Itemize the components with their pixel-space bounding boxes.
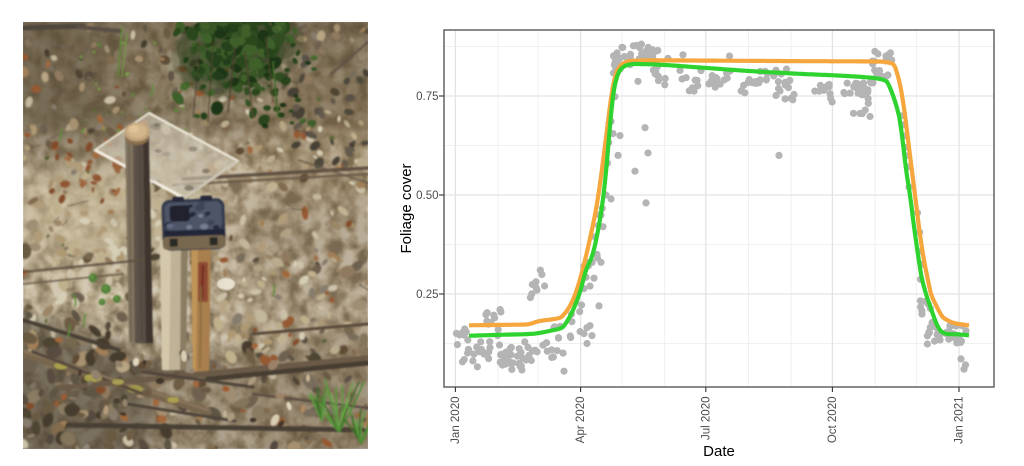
svg-text:Jan 2020: Jan 2020 [450, 397, 462, 444]
svg-text:0.50: 0.50 [416, 190, 438, 202]
svg-text:Oct 2020: Oct 2020 [827, 397, 839, 444]
svg-text:Jul 2020: Jul 2020 [700, 397, 712, 440]
svg-text:Foliage cover: Foliage cover [398, 163, 415, 253]
svg-text:0.75: 0.75 [416, 91, 438, 103]
svg-text:0.25: 0.25 [416, 289, 438, 301]
svg-text:Jan 2021: Jan 2021 [954, 397, 966, 444]
svg-text:Apr 2020: Apr 2020 [575, 397, 587, 444]
svg-text:Date: Date [703, 443, 735, 460]
